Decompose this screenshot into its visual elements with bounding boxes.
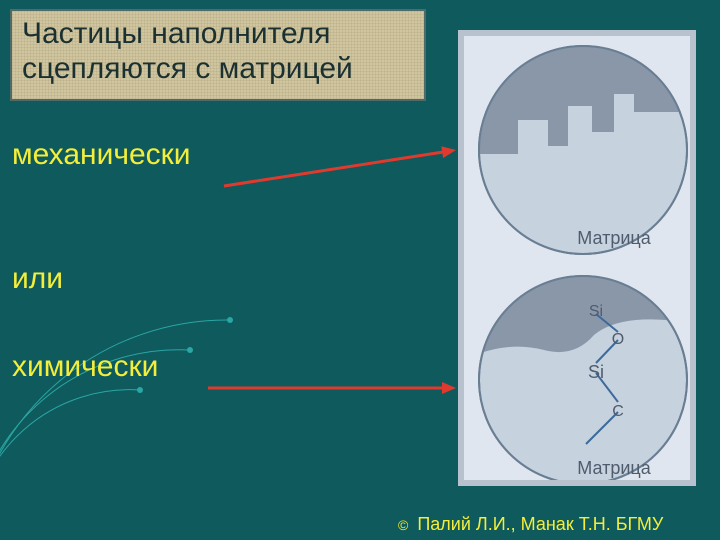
label-or: или bbox=[12, 262, 63, 296]
illustration-panel: Матрица Si O Si C Матрица bbox=[458, 30, 696, 486]
title-text: Частицы наполнителя сцепляются с матрице… bbox=[22, 17, 414, 86]
svg-text:Матрица: Матрица bbox=[577, 458, 651, 478]
label-mechanically: механически bbox=[12, 138, 191, 172]
arrow-mechanical bbox=[212, 138, 468, 198]
footer-credit: © Палий Л.И., Манак Т.Н. БГМУ bbox=[398, 514, 663, 535]
swirl-decor bbox=[0, 280, 260, 540]
footer-text: Палий Л.И., Манак Т.Н. БГМУ bbox=[417, 514, 663, 534]
svg-text:O: O bbox=[612, 331, 624, 348]
svg-text:C: C bbox=[612, 403, 624, 420]
title-box: Частицы наполнителя сцепляются с матрице… bbox=[10, 9, 426, 101]
label-chemically: химически bbox=[12, 350, 158, 384]
svg-text:Матрица: Матрица bbox=[577, 228, 651, 248]
copyright-symbol: © bbox=[398, 517, 408, 533]
svg-text:Si: Si bbox=[589, 303, 603, 320]
arrow-chemical bbox=[196, 376, 468, 400]
illustration-svg: Матрица Si O Si C Матрица bbox=[464, 36, 690, 480]
svg-text:Si: Si bbox=[588, 362, 604, 382]
slide: Частицы наполнителя сцепляются с матрице… bbox=[0, 0, 720, 540]
